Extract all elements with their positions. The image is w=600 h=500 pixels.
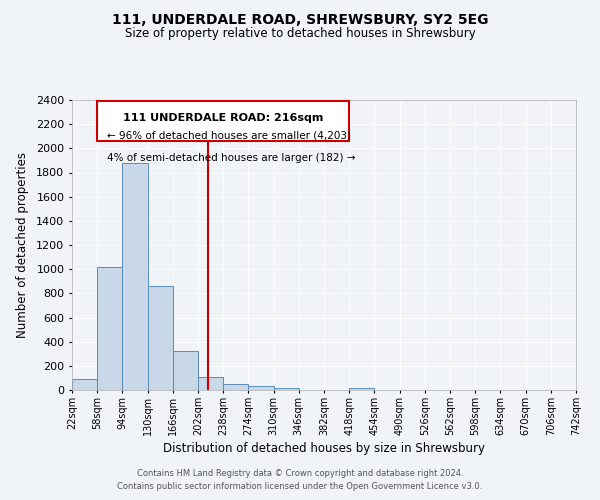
Text: 4% of semi-detached houses are larger (182) →: 4% of semi-detached houses are larger (1… bbox=[107, 154, 356, 164]
Bar bbox=[198, 376, 223, 390]
Bar bbox=[72, 379, 97, 390]
X-axis label: Distribution of detached houses by size in Shrewsbury: Distribution of detached houses by size … bbox=[163, 442, 485, 455]
Bar bbox=[223, 384, 248, 390]
Text: Size of property relative to detached houses in Shrewsbury: Size of property relative to detached ho… bbox=[125, 28, 475, 40]
Bar bbox=[122, 163, 148, 390]
Text: ← 96% of detached houses are smaller (4,203): ← 96% of detached houses are smaller (4,… bbox=[107, 130, 351, 140]
FancyBboxPatch shape bbox=[97, 101, 349, 141]
Text: Contains HM Land Registry data © Crown copyright and database right 2024.: Contains HM Land Registry data © Crown c… bbox=[137, 468, 463, 477]
Bar bbox=[173, 352, 198, 390]
Bar bbox=[274, 388, 299, 390]
Bar bbox=[248, 386, 274, 390]
Text: 111 UNDERDALE ROAD: 216sqm: 111 UNDERDALE ROAD: 216sqm bbox=[123, 113, 323, 123]
Y-axis label: Number of detached properties: Number of detached properties bbox=[16, 152, 29, 338]
Text: Contains public sector information licensed under the Open Government Licence v3: Contains public sector information licen… bbox=[118, 482, 482, 491]
Bar bbox=[349, 388, 374, 390]
Bar bbox=[97, 267, 122, 390]
Bar bbox=[148, 286, 173, 390]
Text: 111, UNDERDALE ROAD, SHREWSBURY, SY2 5EG: 111, UNDERDALE ROAD, SHREWSBURY, SY2 5EG bbox=[112, 12, 488, 26]
